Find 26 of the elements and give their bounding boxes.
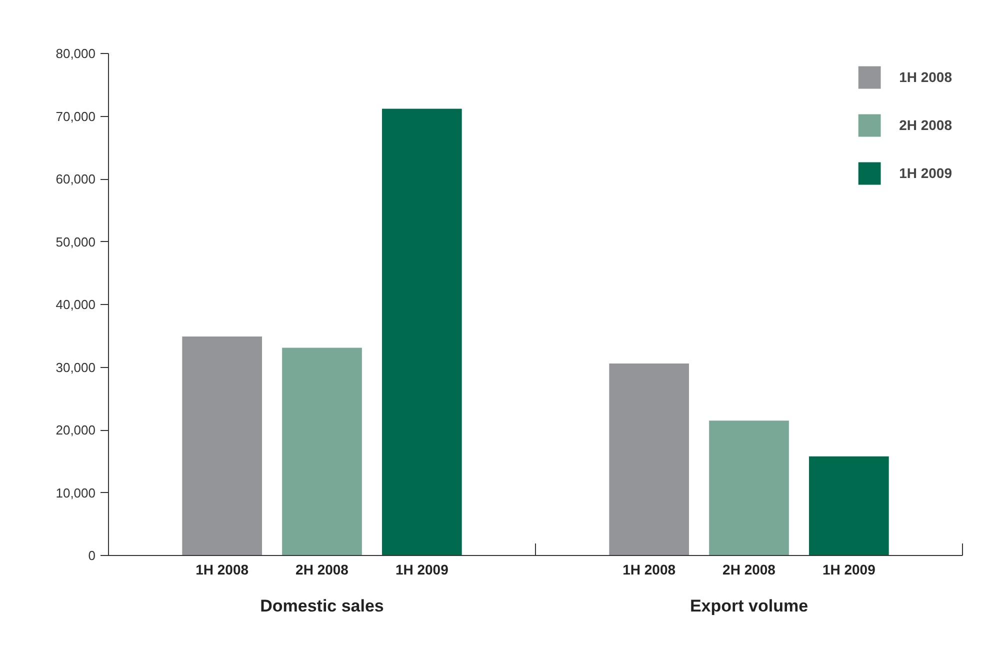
- y-tick-label: 60,000: [56, 172, 96, 186]
- bar: [709, 420, 789, 556]
- x-tick-label: Domestic sales: [260, 596, 384, 616]
- y-tick-label: 20,000: [56, 422, 96, 438]
- text: 1H 2009: [822, 562, 876, 578]
- text: 2H 2008: [296, 562, 348, 578]
- bar: [182, 336, 262, 556]
- bar: [382, 108, 462, 556]
- y-tick-label: 50,000: [56, 234, 96, 250]
- x-tick-label: Export volume: [690, 596, 808, 616]
- y-tick-label: 0: [88, 548, 96, 563]
- y-tick-label: 40,000: [56, 297, 96, 312]
- y-tick-label: 30,000: [56, 360, 96, 375]
- y-tick-label: 10,000: [56, 485, 96, 500]
- legend-label: 2H 2008: [899, 117, 952, 133]
- legend-label: 1H 2008: [899, 69, 952, 85]
- y-tick-label: 70,000: [56, 108, 96, 124]
- text: 1H 2009: [395, 562, 448, 578]
- bar: [282, 348, 362, 556]
- bar: [808, 456, 889, 556]
- legend-label: 1H 2009: [899, 165, 952, 181]
- text: 2H 2008: [722, 562, 776, 578]
- text: 1H 2008: [622, 562, 676, 578]
- text: 1H 2008: [196, 562, 249, 578]
- y-tick-label: 80,000: [56, 46, 96, 61]
- bar: [609, 363, 690, 556]
